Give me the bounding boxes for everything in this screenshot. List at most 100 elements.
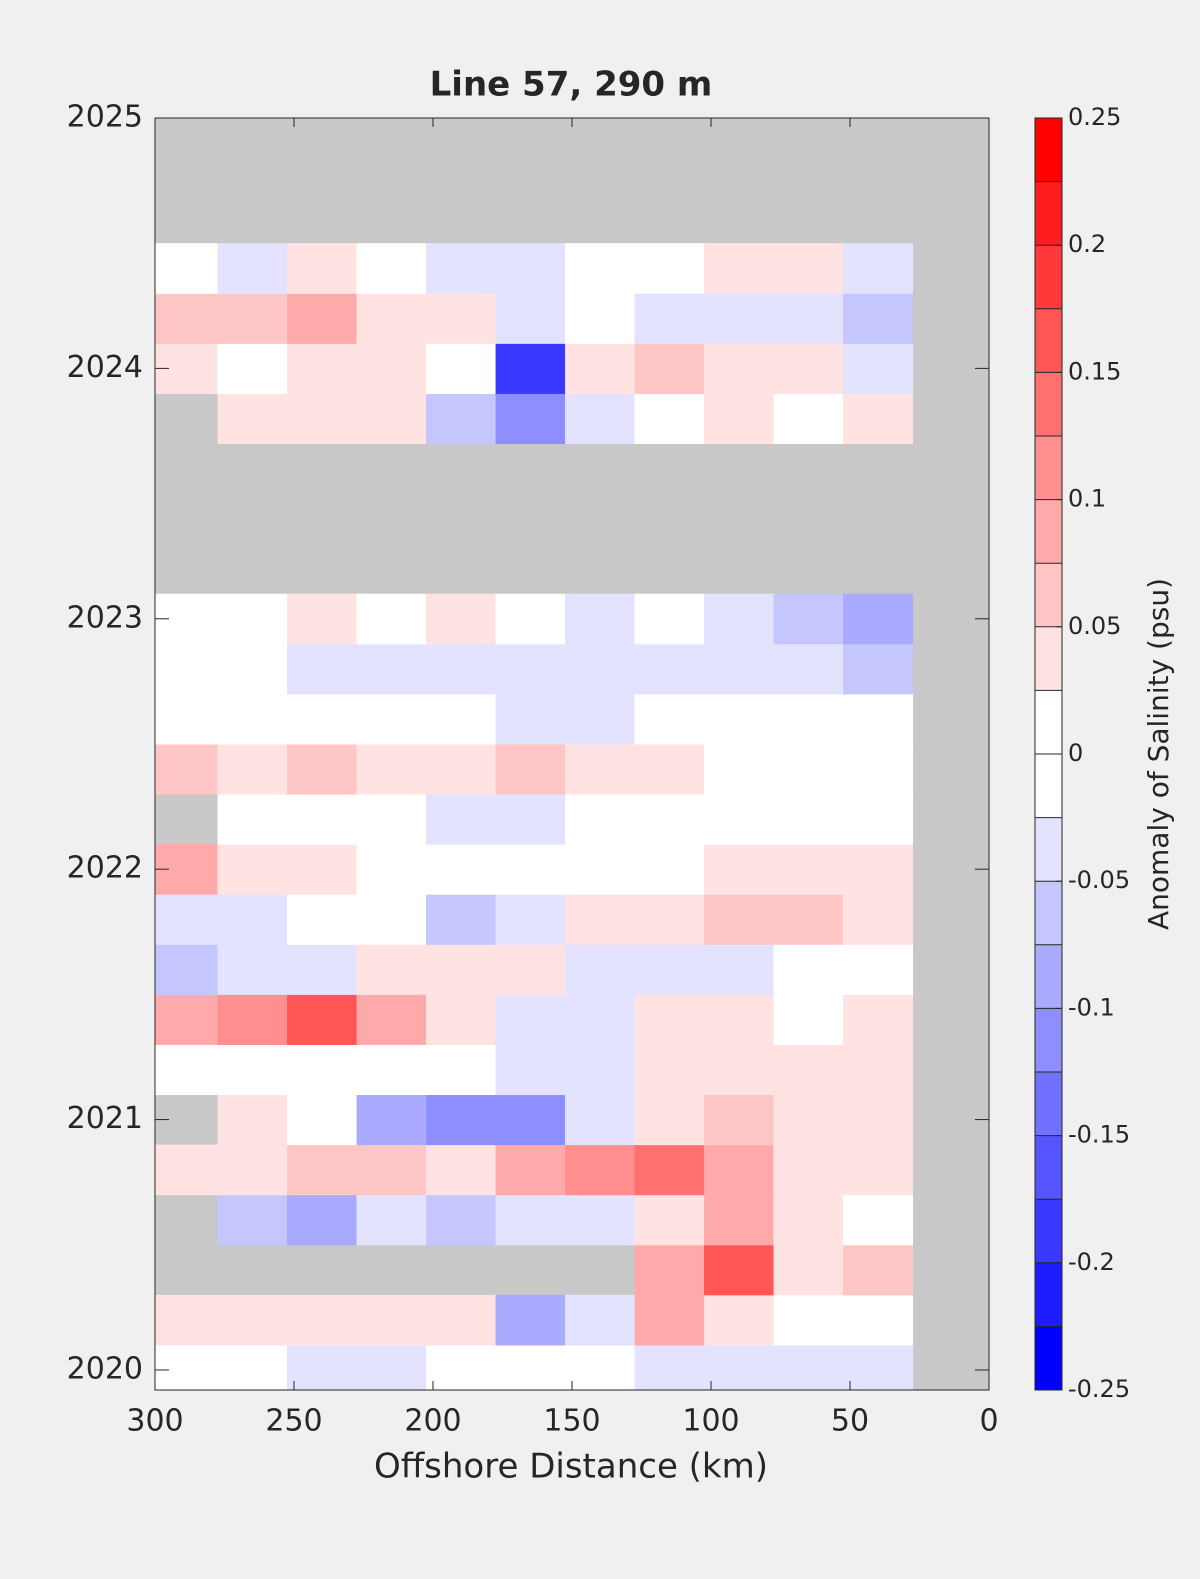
- contour-cell: [704, 1244, 775, 1296]
- contour-cell: [495, 1294, 566, 1346]
- contour-cell: [565, 593, 636, 645]
- contour-cell: [356, 393, 427, 445]
- contour-cell: [495, 293, 566, 344]
- contour-cell: [217, 243, 288, 294]
- y-tick-label: 2025: [67, 100, 143, 135]
- contour-cell: [287, 1194, 358, 1246]
- contour-cell: [287, 844, 358, 895]
- contour-cell: [634, 693, 705, 745]
- contour-cell: [426, 1194, 497, 1246]
- contour-cell: [704, 1344, 775, 1390]
- colorbar-band: [1035, 372, 1062, 437]
- contour-cell: [773, 343, 844, 394]
- contour-cell: [155, 243, 219, 294]
- y-tick-label: 2024: [67, 350, 143, 385]
- contour-cell: [773, 643, 844, 695]
- colorbar-tick-label: -0.15: [1068, 1121, 1130, 1149]
- contour-cell: [565, 894, 636, 945]
- contour-cell: [843, 794, 914, 845]
- contour-cell: [704, 293, 775, 344]
- contour-cell: [634, 994, 705, 1045]
- contour-cell: [356, 743, 427, 795]
- contour-cell: [217, 1044, 288, 1096]
- contour-cell: [773, 743, 844, 795]
- contour-cell: [287, 944, 358, 995]
- contour-cell: [773, 944, 844, 995]
- contour-cell: [217, 393, 288, 445]
- colorbar-band: [1035, 308, 1062, 373]
- contour-cell: [843, 243, 914, 294]
- contour-cell: [287, 1294, 358, 1346]
- contour-cell: [495, 844, 566, 895]
- contour-cell: [426, 393, 497, 445]
- x-tick-label: 0: [979, 1404, 998, 1439]
- contour-cell: [356, 593, 427, 645]
- contour-cell: [356, 894, 427, 945]
- contour-cell: [565, 243, 636, 294]
- contour-cell: [356, 343, 427, 394]
- contour-cell: [495, 243, 566, 294]
- contour-cell: [495, 393, 566, 445]
- y-tick-label: 2020: [67, 1351, 143, 1386]
- contour-cell: [565, 1194, 636, 1246]
- contour-cell: [843, 1044, 914, 1096]
- contour-cell: [565, 844, 636, 895]
- contour-cell: [155, 894, 219, 945]
- colorbar-tick-label: -0.1: [1068, 993, 1115, 1021]
- contour-cell: [495, 643, 566, 695]
- colorbar-label: Anomaly of Salinity (psu): [1142, 578, 1175, 930]
- contour-cell: [287, 994, 358, 1045]
- contour-cell: [426, 1044, 497, 1096]
- contour-cell: [495, 343, 566, 394]
- contour-cell: [356, 1294, 427, 1346]
- contour-cell: [843, 393, 914, 445]
- contour-cell: [704, 894, 775, 945]
- contour-cell: [287, 894, 358, 945]
- contour-cell: [843, 593, 914, 645]
- contour-cell: [356, 794, 427, 845]
- colorbar-band: [1035, 817, 1062, 882]
- contour-cell: [356, 1094, 427, 1146]
- contour-cell: [565, 1044, 636, 1096]
- contour-cell: [495, 944, 566, 995]
- contour-cell: [155, 1294, 219, 1346]
- contour-cell: [565, 1344, 636, 1390]
- contour-cell: [287, 343, 358, 394]
- contour-cell: [565, 293, 636, 344]
- contour-cell: [634, 894, 705, 945]
- contour-cell: [773, 693, 844, 745]
- contour-cell: [704, 1294, 775, 1346]
- contour-cell: [565, 643, 636, 695]
- contour-cell: [155, 293, 219, 344]
- y-tick-label: 2023: [67, 600, 143, 635]
- contour-cell: [155, 1044, 219, 1096]
- contour-cell: [634, 1294, 705, 1346]
- contour-cell: [287, 1344, 358, 1390]
- contour-cell: [356, 994, 427, 1045]
- contour-cell: [155, 994, 219, 1045]
- contour-cell: [217, 1294, 288, 1346]
- contour-cell: [287, 1094, 358, 1146]
- contour-cell: [356, 1044, 427, 1096]
- contour-cell: [704, 1144, 775, 1196]
- contour-cell: [565, 743, 636, 795]
- contour-cell: [565, 944, 636, 995]
- colorbar-band: [1035, 1326, 1062, 1391]
- contour-cell: [217, 894, 288, 945]
- colorbar-tick-label: -0.05: [1068, 866, 1130, 894]
- x-tick-label: 200: [404, 1404, 461, 1439]
- contour-cell: [287, 1044, 358, 1096]
- contour-cell: [217, 293, 288, 344]
- colorbar-band: [1035, 690, 1062, 755]
- contour-cell: [704, 743, 775, 795]
- colorbar-band: [1035, 118, 1062, 182]
- contour-cell: [773, 1044, 844, 1096]
- contour-cell: [426, 643, 497, 695]
- contour-cell: [356, 243, 427, 294]
- contour-cell: [773, 994, 844, 1045]
- contour-cell: [426, 693, 497, 745]
- contour-cell: [565, 1144, 636, 1196]
- contour-cell: [704, 593, 775, 645]
- colorbar-tick-label: 0.2: [1068, 230, 1106, 258]
- colorbar-band: [1035, 1008, 1062, 1073]
